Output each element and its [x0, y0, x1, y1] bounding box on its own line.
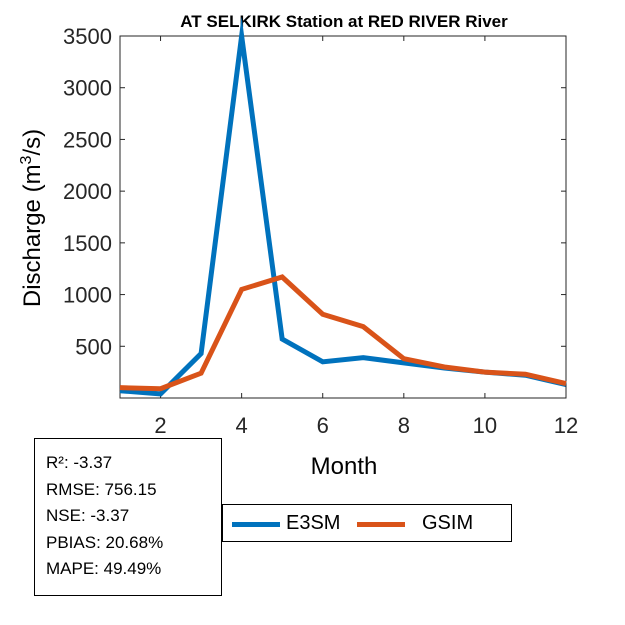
- y-tick-label: 3500: [63, 24, 112, 49]
- y-tick-label: 500: [75, 334, 112, 359]
- stat-rmse: RMSE: 756.15: [46, 479, 157, 499]
- y-tick-label: 1000: [63, 283, 112, 308]
- legend: E3SM GSIM: [222, 504, 512, 542]
- y-tick-label: 1500: [63, 231, 112, 256]
- stat-nse: NSE: -3.37: [46, 506, 130, 525]
- legend-swatch-e3sm: [232, 522, 280, 527]
- x-tick-label: 8: [398, 413, 410, 438]
- y-tick-label: 2000: [63, 179, 112, 204]
- x-axis-label: Month: [311, 453, 378, 480]
- x-tick-label: 12: [554, 413, 578, 438]
- y-tick-label: 2500: [63, 127, 112, 152]
- y-tick-label: 3000: [63, 76, 112, 101]
- x-tick-label: 2: [154, 413, 166, 438]
- plot-area: [119, 35, 567, 399]
- stats-box: R²: -3.37 RMSE: 756.15 NSE: -3.37 PBIAS:…: [34, 438, 222, 596]
- y-axis-label: Discharge (m3/s): [18, 129, 46, 307]
- legend-label-e3sm: E3SM: [286, 512, 341, 534]
- chart-title: AT SELKIRK Station at RED RIVER River: [180, 12, 508, 31]
- x-tick-label: 6: [317, 413, 329, 438]
- legend-label-gsim: GSIM: [422, 512, 474, 534]
- stat-pbias: PBIAS: 20.68%: [46, 532, 164, 552]
- legend-swatch-gsim: [357, 522, 405, 527]
- x-tick-label: 4: [236, 413, 248, 438]
- stat-mape: MAPE: 49.49%: [46, 559, 162, 578]
- x-tick-label: 10: [473, 413, 497, 438]
- stat-r2: R²: -3.37: [46, 453, 113, 472]
- series-line-e3sm: [119, 16, 567, 397]
- series-line-gsim: [119, 274, 567, 392]
